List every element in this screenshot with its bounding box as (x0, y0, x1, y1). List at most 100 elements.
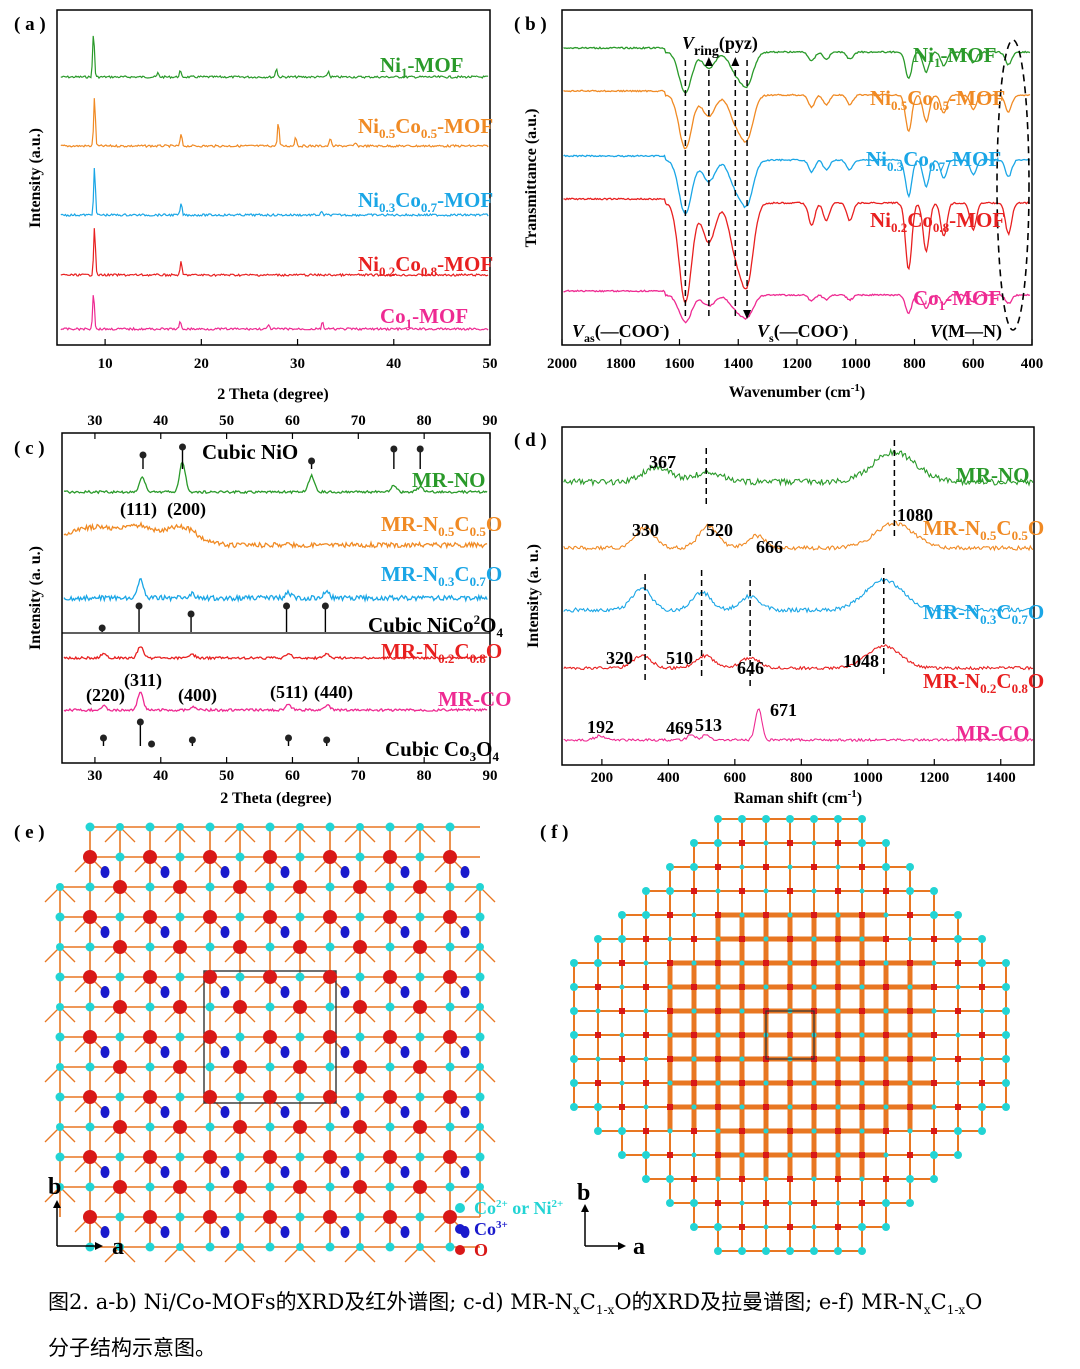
oxygen-atom (979, 1080, 985, 1086)
cation-atom (834, 815, 842, 823)
oxygen-atom (739, 840, 745, 846)
cation-atom (385, 1122, 395, 1132)
cation-atom (666, 863, 674, 871)
cation-atom (787, 1104, 793, 1110)
cation-atom (811, 1224, 817, 1230)
cation-atom (325, 1122, 335, 1132)
series-label-a-1: Ni1-MOF (380, 53, 463, 80)
panel-b-label: ( b ) (514, 14, 547, 35)
oxygen-atom (203, 1090, 217, 1104)
series-label-a-2: Ni0.5Co0.5-MOF (358, 114, 493, 141)
c-xrd-trace-4 (63, 646, 488, 661)
cation-atom (811, 1176, 817, 1182)
co3-atom (220, 1166, 230, 1178)
cation-atom (930, 1175, 938, 1183)
co3-atom (280, 1106, 290, 1118)
oxygen-atom (643, 1128, 649, 1134)
cation-atom (715, 1176, 721, 1182)
hkl-220: (220) (86, 685, 125, 706)
peak-671: 671 (770, 700, 797, 720)
ref-stick-head (308, 457, 316, 465)
c-xrd-trace-5 (63, 691, 488, 713)
cation-atom (56, 1003, 64, 1011)
oxygen-atom (859, 864, 865, 870)
cation-atom (690, 863, 698, 871)
ref-stick-head (178, 443, 186, 451)
co3-atom (340, 926, 350, 938)
ref-stick-head (283, 602, 291, 610)
ir-arrow-up (704, 57, 713, 66)
cation-atom (642, 911, 650, 919)
oxygen-atom (203, 1030, 217, 1044)
peak-1048: 1048 (843, 651, 879, 671)
panel-a-label: ( a ) (14, 14, 46, 35)
oxygen-atom (955, 1056, 961, 1062)
cation-atom (325, 1242, 335, 1252)
cation-atom (763, 1176, 769, 1182)
cation-atom (715, 1128, 721, 1134)
oxygen-atom (383, 850, 397, 864)
cation-atom (355, 852, 365, 862)
oxygen-atom (787, 840, 793, 846)
co3-atom (220, 866, 230, 878)
cation-atom (175, 1152, 185, 1162)
cation-atom (930, 911, 938, 919)
cation-atom (325, 1182, 335, 1192)
cation-atom (930, 887, 938, 895)
panel-f: ( f ) b a (540, 815, 1010, 1260)
oxygen-atom (233, 880, 247, 894)
cation-atom (205, 882, 215, 892)
x-tick-label: 600 (962, 356, 985, 372)
cation-atom (811, 840, 817, 846)
panel-a-frame (56, 9, 491, 346)
annotation-v-ring: Vring(pyz) (682, 33, 758, 59)
cation-atom (295, 1152, 305, 1162)
cation-atom (714, 1223, 722, 1231)
panel-b-guides (684, 39, 1030, 331)
oxygen-atom (787, 1224, 793, 1230)
peak-666: 666 (756, 537, 783, 557)
cation-atom (642, 1175, 650, 1183)
hkl-400: (400) (178, 685, 217, 706)
cation-atom (859, 1080, 865, 1086)
panel-b-x-ticks: 2000 1800 1600 1400 1200 1000 800 600 400 (547, 339, 1043, 372)
co3-atom (460, 926, 470, 938)
cation-atom (834, 1247, 842, 1255)
oxygen-atom (667, 1008, 673, 1014)
ref-stick-head (148, 740, 156, 748)
panel-a-x-ticks: 10 20 30 40 50 (98, 339, 498, 372)
cation-atom (931, 1056, 937, 1062)
cation-atom (787, 960, 793, 966)
x-tick-label-top: 90 (483, 413, 498, 429)
oxygen-atom (739, 1176, 745, 1182)
cation-atom (355, 1152, 365, 1162)
oxygen-atom (859, 1056, 865, 1062)
cation-atom (954, 911, 962, 919)
oxygen-atom (143, 850, 157, 864)
cation-atom (811, 936, 817, 942)
annotation-v-as: Vas(—COO-) (572, 321, 669, 345)
oxygen-atom (263, 1090, 277, 1104)
cation-atom (145, 1242, 155, 1252)
panel-a-y-label: Intensity (a.u.) (27, 128, 44, 228)
oxygen-atom (619, 1056, 625, 1062)
oxygen-atom (835, 840, 841, 846)
oxygen-atom (715, 1056, 721, 1062)
cation-atom (978, 1127, 986, 1135)
cation-atom (176, 823, 184, 831)
co3-atom (340, 866, 350, 878)
co3-atom (160, 926, 170, 938)
cation-atom (115, 972, 125, 982)
cation-atom (385, 942, 395, 952)
ref-stick-head (321, 602, 329, 610)
co3-atom (220, 986, 230, 998)
cation-atom (175, 1212, 185, 1222)
cation-atom (570, 1031, 578, 1039)
co3-atom (280, 1166, 290, 1178)
panel-c-reference-sticks (98, 443, 424, 748)
panel-c-x-ticks: 30 30 40 40 50 50 60 60 70 70 80 80 90 90 (87, 413, 497, 784)
oxygen-atom (143, 970, 157, 984)
peak-520: 520 (706, 520, 733, 540)
cation-atom (415, 852, 425, 862)
oxygen-atom (83, 850, 97, 864)
